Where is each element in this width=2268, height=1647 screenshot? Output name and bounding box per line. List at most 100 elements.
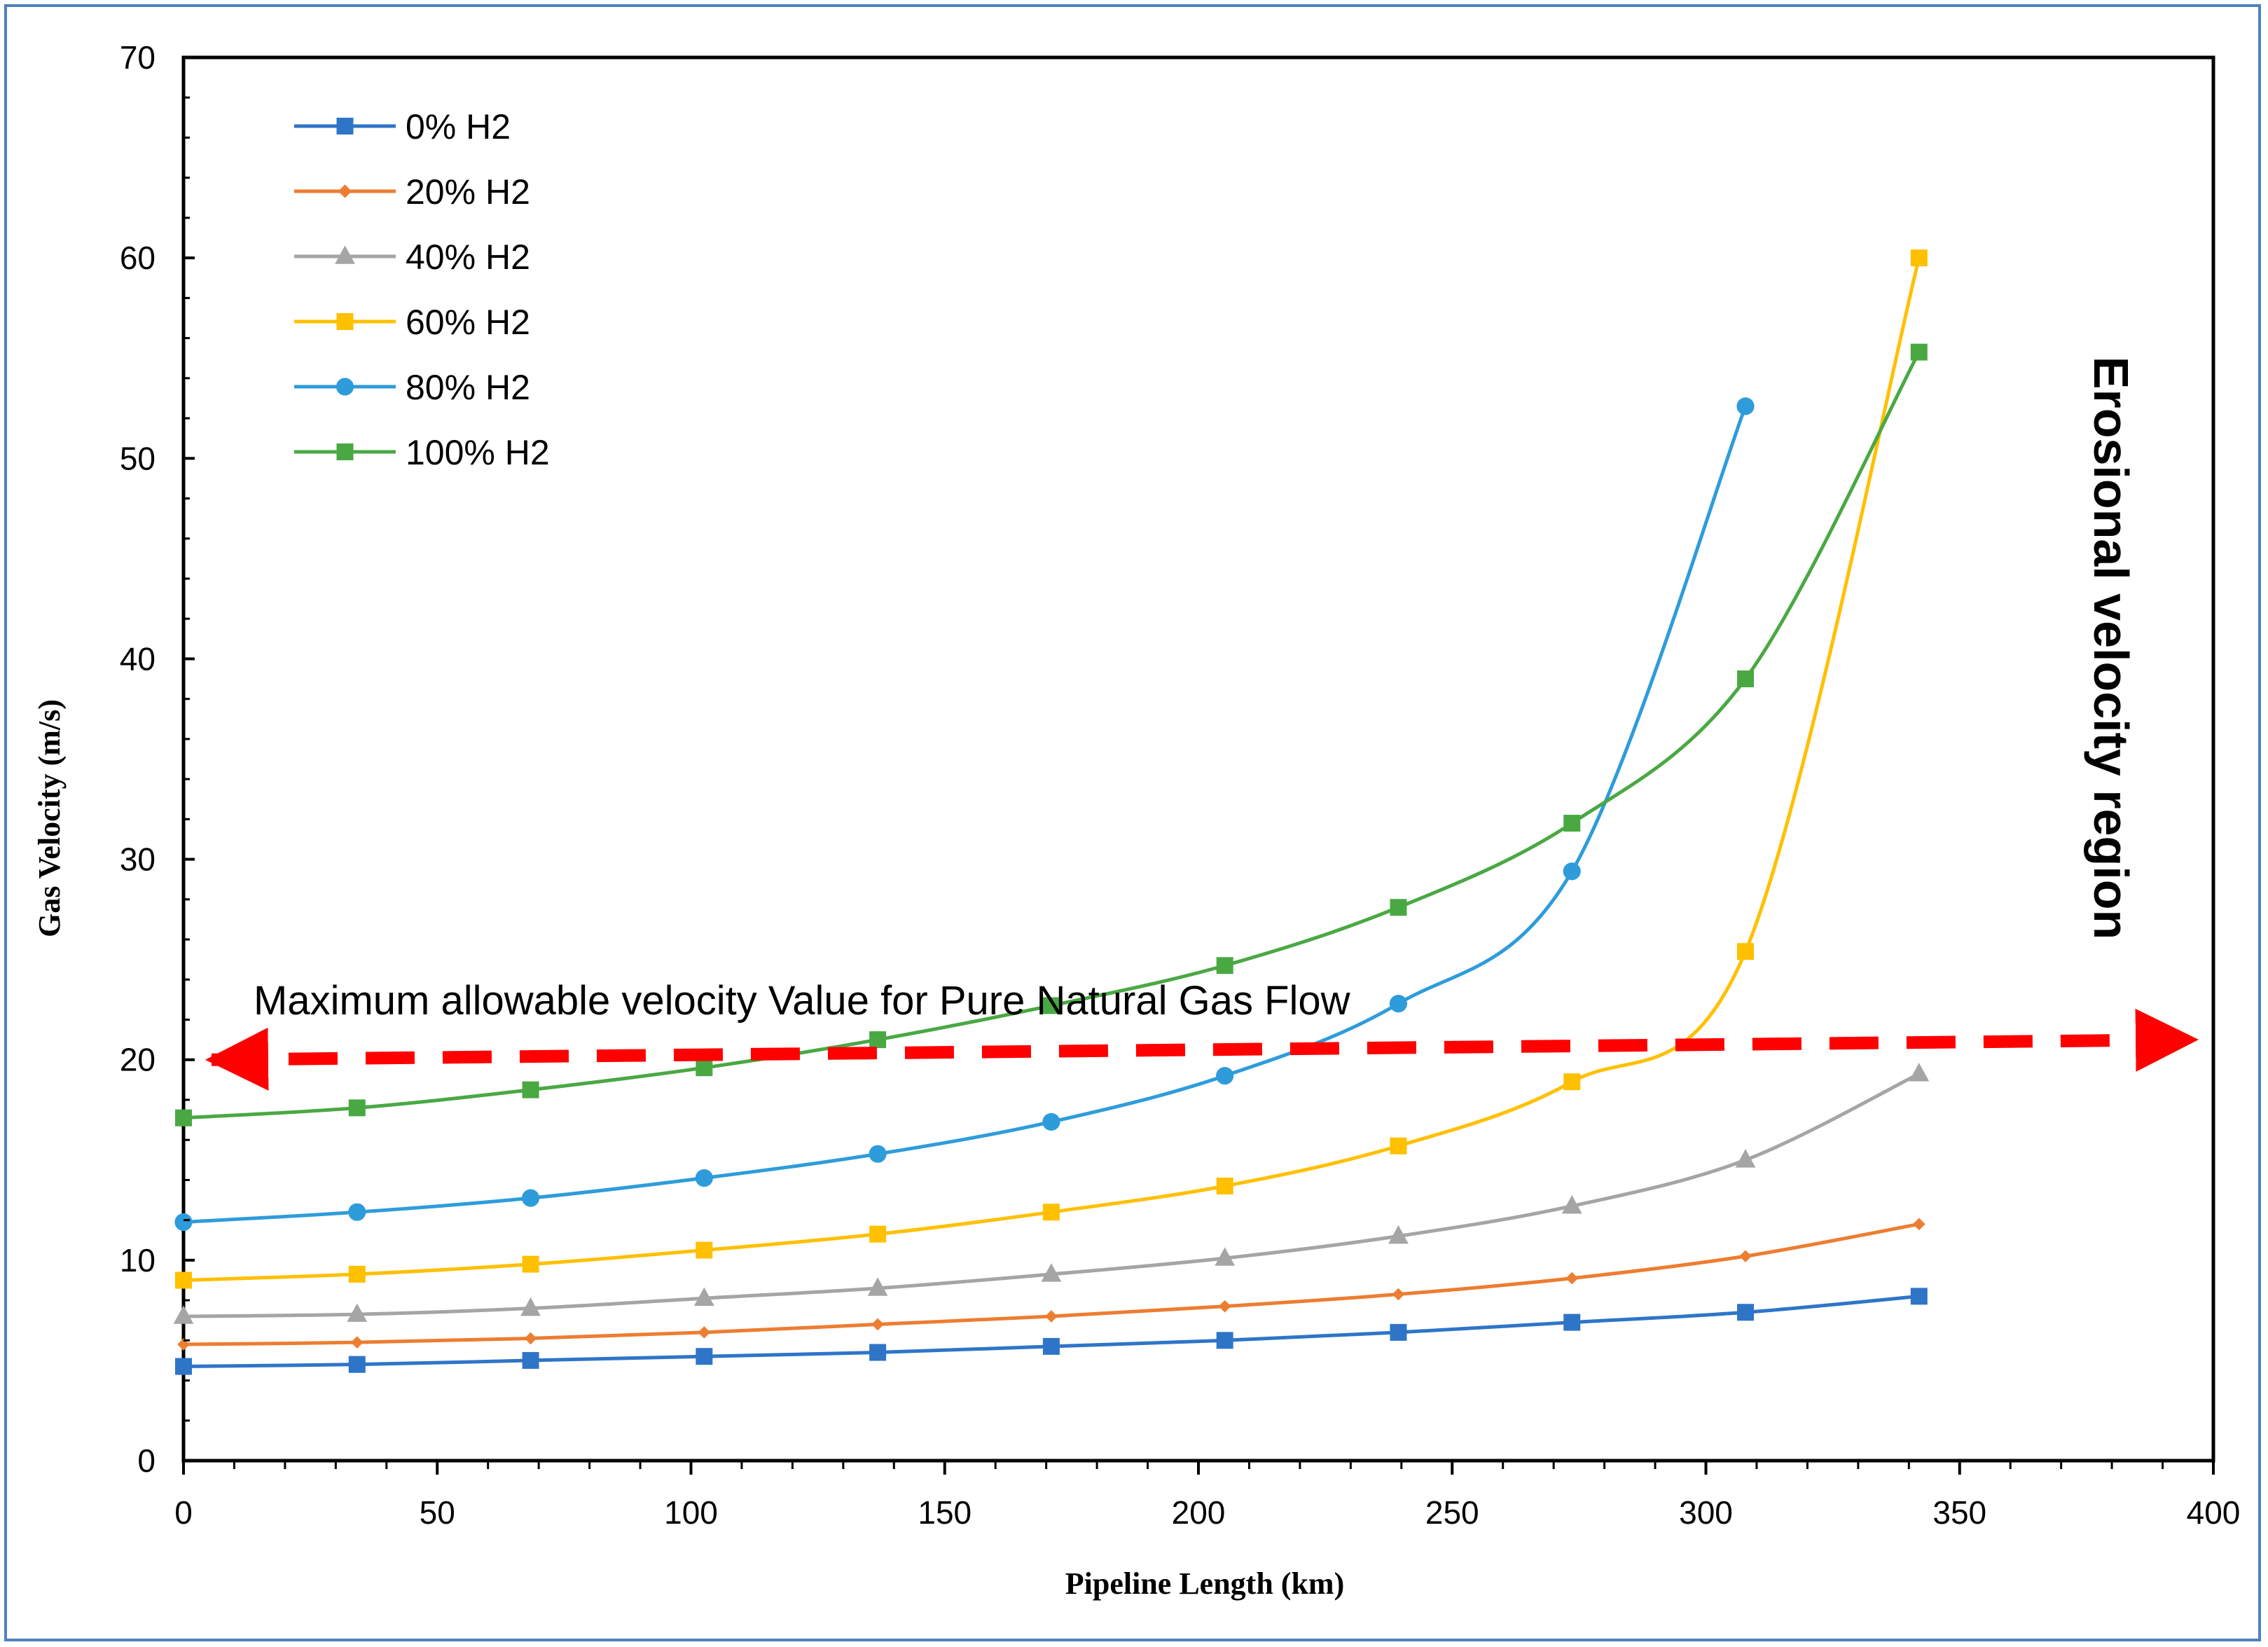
y-tick-label: 70 (120, 39, 155, 76)
max-velocity-label: Maximum allowable velocity Value for Pur… (254, 978, 1351, 1024)
data-point-square (1737, 1304, 1755, 1321)
data-point-square (1563, 815, 1581, 832)
data-point-square (1042, 1204, 1060, 1221)
data-point-triangle (1561, 1194, 1582, 1214)
data-point-circle (1736, 397, 1755, 415)
data-point-square (348, 1099, 366, 1117)
y-tick-label: 30 (120, 841, 155, 878)
data-point-circle (336, 378, 354, 396)
data-point-circle (869, 1145, 887, 1163)
data-point-square (1390, 899, 1407, 916)
data-point-triangle (1735, 1149, 1756, 1168)
data-point-diamond (1565, 1272, 1579, 1285)
series-line (183, 1222, 1920, 1346)
erosional-region-label: Erosional velocity region (2084, 357, 2138, 939)
legend-item: 100% H2 (294, 433, 550, 472)
y-tick-label: 10 (120, 1242, 155, 1279)
legend-label: 0% H2 (406, 107, 511, 146)
data-point-square (1737, 943, 1755, 960)
data-point-square (1390, 1137, 1407, 1155)
y-tick-label: 40 (120, 640, 155, 677)
data-point-square (336, 313, 354, 330)
data-point-triangle (693, 1287, 714, 1307)
legend-label: 20% H2 (406, 172, 530, 212)
data-point-circle (1042, 1112, 1060, 1131)
series-0-h2 (175, 1288, 1928, 1375)
data-point-square (869, 1344, 887, 1361)
max-velocity-line (205, 1008, 2199, 1091)
data-point-triangle (347, 1303, 368, 1322)
data-point-circle (695, 1169, 713, 1187)
data-point-square (1563, 1314, 1581, 1331)
data-point-square (869, 1031, 887, 1049)
data-point-circle (348, 1203, 366, 1221)
data-point-square (1216, 1177, 1233, 1194)
legend-item: 80% H2 (294, 368, 530, 407)
y-tick-label: 0 (137, 1442, 155, 1479)
x-tick-label: 150 (918, 1494, 971, 1531)
y-tick-label: 60 (120, 240, 155, 276)
data-point-square (348, 1356, 366, 1373)
data-point-square (696, 1348, 713, 1365)
x-tick-label: 250 (1425, 1494, 1479, 1531)
x-axis-title: Pipeline Length (km) (1065, 1566, 1344, 1601)
axis-layer: Pipeline Length (km) Gas Velocity (m/s) … (32, 39, 2240, 1601)
data-point-square (336, 443, 354, 460)
legend-label: 80% H2 (406, 368, 530, 407)
legend-label: 60% H2 (406, 303, 530, 342)
data-point-triangle (1215, 1247, 1236, 1266)
x-tick-label: 100 (664, 1494, 718, 1531)
data-point-triangle (1909, 1063, 1930, 1082)
data-point-square (1910, 249, 1928, 267)
data-point-diamond (1045, 1310, 1058, 1323)
data-point-circle (1563, 862, 1581, 881)
data-point-square (175, 1358, 192, 1375)
y-tick-label: 50 (120, 440, 155, 476)
x-tick-label: 0 (174, 1494, 193, 1531)
data-point-diamond (1912, 1218, 1925, 1231)
data-point-circle (521, 1189, 540, 1207)
x-tick-label: 400 (2187, 1494, 2241, 1531)
data-point-square (348, 1265, 366, 1283)
data-point-triangle (1041, 1263, 1062, 1282)
y-axis-title: Gas Velocity (m/s) (32, 699, 67, 937)
data-point-square (522, 1081, 539, 1098)
data-point-circle (1216, 1067, 1234, 1085)
data-point-square (1910, 343, 1928, 361)
data-point-diamond (1218, 1300, 1231, 1313)
data-point-square (869, 1225, 887, 1243)
data-point-square (1563, 1073, 1581, 1091)
series-60-h2 (175, 249, 1928, 1289)
series-layer (173, 249, 1930, 1375)
x-tick-label: 300 (1679, 1494, 1733, 1531)
data-point-triangle (1388, 1225, 1409, 1244)
data-point-triangle (335, 245, 355, 264)
data-point-diamond (871, 1318, 884, 1331)
data-point-diamond (698, 1326, 711, 1339)
y-tick-label: 20 (120, 1042, 155, 1078)
data-point-diamond (338, 184, 352, 198)
data-point-circle (174, 1213, 193, 1232)
legend-item: 60% H2 (294, 303, 530, 342)
data-point-square (696, 1241, 713, 1259)
data-point-circle (1389, 994, 1408, 1013)
data-point-diamond (1392, 1288, 1405, 1301)
x-tick-label: 350 (1932, 1494, 1986, 1531)
data-point-square (522, 1351, 539, 1369)
data-point-triangle (867, 1277, 888, 1296)
data-point-diamond (524, 1332, 537, 1345)
annotation-layer: Maximum allowable velocity Value for Pur… (205, 357, 2199, 1091)
data-point-square (1042, 1337, 1060, 1355)
legend-item: 20% H2 (294, 172, 530, 212)
series-line (183, 1294, 1920, 1369)
data-point-square (336, 118, 354, 135)
figure-frame (4, 4, 2261, 1641)
legend: 0% H2 20% H2 40% H2 60% H2 80% H2 100% H2 (294, 107, 550, 472)
series-20-h2 (177, 1218, 1925, 1351)
data-point-triangle (173, 1305, 194, 1324)
legend-label: 40% H2 (406, 237, 530, 277)
x-tick-label: 200 (1172, 1494, 1226, 1531)
legend-label: 100% H2 (406, 433, 550, 472)
legend-item: 40% H2 (294, 237, 530, 277)
